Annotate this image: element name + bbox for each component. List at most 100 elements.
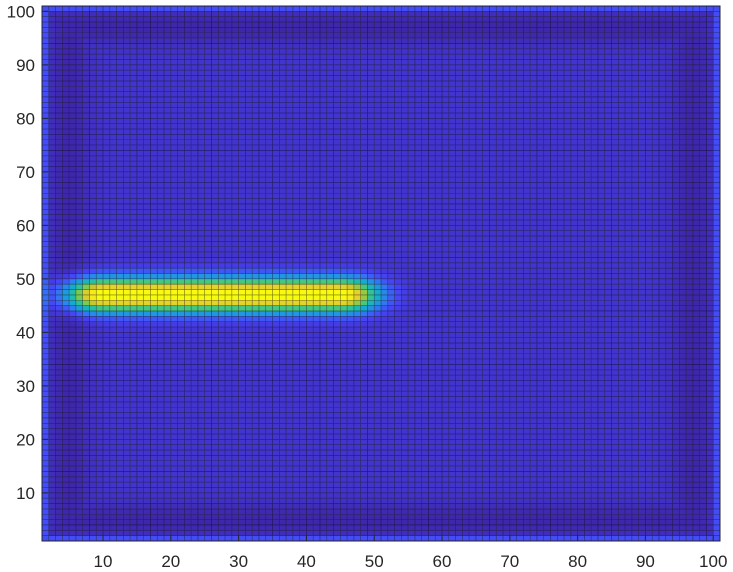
heatmap-cell [96,396,104,402]
heatmap-cell [130,278,137,285]
heatmap-cell [435,482,443,488]
heatmap-cell [408,508,415,515]
heatmap-cell [116,353,124,360]
heatmap-cell [516,519,524,525]
heatmap-cell [394,359,402,365]
heatmap-cell [408,364,415,370]
heatmap-cell [157,401,165,408]
heatmap-cell [692,482,700,488]
heatmap-cell [82,364,90,370]
heatmap-cell [333,359,341,365]
heatmap-cell [326,364,334,370]
heatmap-cell [313,498,321,504]
heatmap-cell [530,524,537,531]
heatmap-cell [143,380,151,386]
heatmap-cell [96,444,104,451]
heatmap-cell [448,417,456,424]
heatmap-cell [652,321,660,328]
heatmap-cell [672,321,680,328]
heatmap-cell [469,498,476,504]
heatmap-cell [48,455,56,461]
heatmap-cell [279,535,287,542]
heatmap-cell [258,482,266,488]
heatmap-cell [435,359,443,365]
heatmap-cell [177,439,185,445]
heatmap-cell [408,289,415,295]
heatmap-cell [679,343,687,349]
heatmap-cell [469,535,476,542]
heatmap-cell [442,401,449,408]
heatmap-cell [496,428,504,435]
heatmap-cell [699,417,707,424]
heatmap-cell [523,305,531,311]
heatmap-cell [191,396,198,402]
heatmap-cell [387,519,395,525]
heatmap-cell [394,289,402,295]
heatmap-cell [231,364,239,370]
heatmap-cell [204,289,212,295]
heatmap-cell [69,498,76,504]
heatmap-cell [150,364,158,370]
heatmap-cell [272,294,280,301]
heatmap-cell [577,423,585,429]
heatmap-cell [306,519,314,525]
heatmap-cell [353,455,361,461]
heatmap-cell [347,450,354,456]
heatmap-cell [252,514,260,520]
heatmap-cell [136,343,144,349]
heatmap-cell [564,412,571,418]
heatmap-cell [326,343,334,349]
heatmap-cell [421,353,429,360]
heatmap-cell [530,337,537,344]
heatmap-cell [509,487,517,493]
heatmap-cell [638,364,646,370]
heatmap-cell [597,471,605,477]
heatmap-cell [645,476,653,483]
heatmap-cell [489,369,497,376]
heatmap-cell [652,482,660,488]
heatmap-cell [299,476,307,483]
heatmap-cell [584,348,592,354]
heatmap-cell [62,300,70,306]
heatmap-cell [496,391,504,397]
heatmap-cell [523,476,531,483]
heatmap-cell [665,359,673,365]
heatmap-cell [401,375,409,381]
heatmap-cell [645,327,653,333]
heatmap-cell [225,503,232,509]
heatmap-cell [130,508,137,515]
heatmap-cell [435,310,443,317]
heatmap-cell [184,364,192,370]
heatmap-cell [394,337,402,344]
heatmap-cell [652,428,660,435]
heatmap-cell [374,417,382,424]
heatmap-cell [143,417,151,424]
heatmap-cell [319,284,327,290]
heatmap-cell [577,434,585,440]
heatmap-cell [286,455,293,461]
heatmap-cell [665,487,673,493]
heatmap-cell [360,375,368,381]
heatmap-cell [394,385,402,392]
heatmap-cell [109,300,117,306]
heatmap-cell [272,535,280,542]
heatmap-cell [245,428,253,435]
heatmap-cell [109,337,117,344]
heatmap-cell [279,278,287,285]
heatmap-cell [381,337,388,344]
heatmap-cell [394,439,402,445]
heatmap-cell [652,375,660,381]
heatmap-cell [103,498,110,504]
heatmap-cell [306,508,314,515]
heatmap-cell [211,503,219,509]
heatmap-cell [150,391,158,397]
heatmap-cell [530,380,537,386]
heatmap-cell [245,337,253,344]
heatmap-cell [170,332,178,338]
heatmap-cell [69,284,76,290]
heatmap-cell [618,439,626,445]
heatmap-cell [313,519,321,525]
heatmap-cell [204,343,212,349]
heatmap-cell [116,519,124,525]
heatmap-cell [414,476,422,483]
